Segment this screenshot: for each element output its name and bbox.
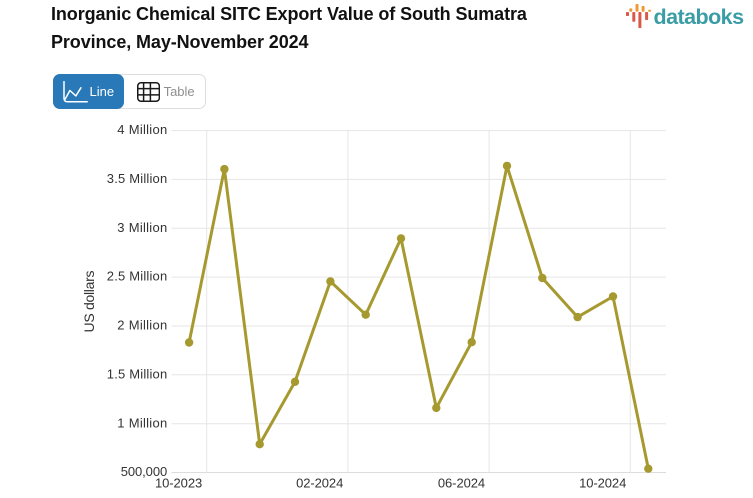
svg-text:500,000: 500,000 [121,464,168,479]
svg-text:3 Million: 3 Million [117,220,167,235]
svg-text:02-2024: 02-2024 [296,476,343,491]
svg-text:1.5 Million: 1.5 Million [107,366,167,381]
svg-text:US dollars: US dollars [81,271,97,333]
svg-text:2.5 Million: 2.5 Million [107,269,167,284]
svg-text:databoks: databoks [654,5,745,29]
svg-text:06-2024: 06-2024 [438,476,485,491]
svg-text:3.5 Million: 3.5 Million [107,171,167,186]
svg-text:1 Million: 1 Million [117,415,167,430]
svg-text:2 Million: 2 Million [117,318,167,333]
svg-text:4 Million: 4 Million [117,122,167,137]
svg-text:10-2023: 10-2023 [155,476,202,491]
svg-text:10-2024: 10-2024 [579,476,626,491]
